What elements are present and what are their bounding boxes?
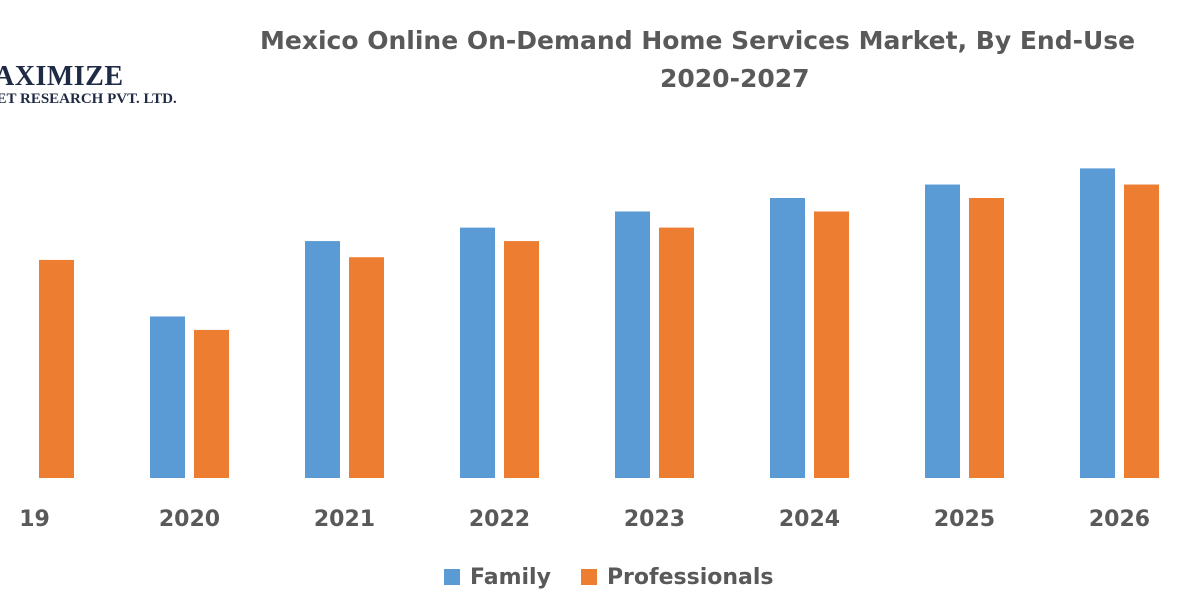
bar-professionals-19 (39, 259, 74, 478)
bar-professionals-2024 (814, 211, 849, 478)
bar-professionals-2020 (194, 329, 229, 478)
legend-label-professionals: Professionals (606, 564, 774, 590)
logo-subtitle: RKET RESEARCH PVT. LTD. (0, 91, 177, 107)
legend-swatch-family (444, 569, 460, 585)
chart-title-line1: Mexico Online On-Demand Home Services Ma… (260, 26, 1136, 55)
bar-family-2026 (1080, 168, 1115, 478)
bar-family-2020 (150, 316, 185, 478)
legend-item-family: Family (444, 565, 551, 590)
x-tick-label: 19 (19, 507, 50, 532)
x-tick-label: 2024 (779, 507, 840, 532)
x-tick-label: 2025 (934, 507, 995, 532)
bar-professionals-2025 (969, 198, 1004, 478)
bar-family-2025 (925, 184, 960, 479)
x-tick-label: 2020 (159, 507, 220, 532)
legend-item-professionals: Professionals (580, 564, 774, 590)
x-tick-label: 2023 (624, 507, 685, 532)
legend-swatch-professionals (580, 569, 597, 585)
bar-family-2023 (615, 211, 650, 478)
logo-name: AXIMIZE (0, 61, 124, 92)
bar-family-2021 (305, 241, 340, 478)
chart-title-line2: 2020-2027 (660, 64, 810, 93)
bar-professionals-2022 (504, 241, 539, 478)
x-tick-label: 2022 (469, 507, 530, 532)
bar-professionals-2026 (1124, 184, 1159, 479)
chart-title: Mexico Online On-Demand Home Services Ma… (260, 22, 1200, 98)
bar-professionals-2021 (349, 257, 384, 478)
x-tick-label: 2026 (1089, 507, 1150, 532)
bar-professionals-2023 (659, 227, 694, 478)
chart-legend: Family Professionals (444, 562, 774, 592)
x-tick-label: 2021 (314, 507, 375, 532)
bar-family-2022 (460, 227, 495, 478)
company-logo: O AXIMIZE RKET RESEARCH PVT. LTD. (0, 25, 230, 115)
bar-family-2024 (770, 198, 805, 478)
legend-label-family: Family (470, 564, 551, 590)
